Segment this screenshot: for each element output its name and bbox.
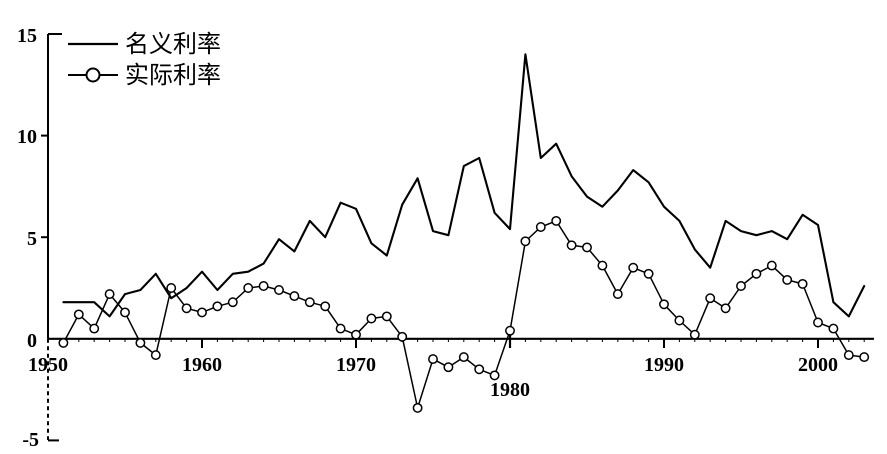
svg-text:10: 10 bbox=[17, 126, 37, 148]
svg-text:名义利率: 名义利率 bbox=[125, 31, 221, 58]
svg-text:1990: 1990 bbox=[644, 354, 684, 376]
svg-text:1980: 1980 bbox=[490, 379, 530, 401]
svg-text:0: 0 bbox=[27, 330, 37, 352]
svg-text:实际利率: 实际利率 bbox=[125, 62, 221, 89]
svg-text:-5: -5 bbox=[22, 429, 39, 451]
svg-text:2000: 2000 bbox=[798, 354, 838, 376]
svg-text:1960: 1960 bbox=[182, 354, 222, 376]
svg-text:15: 15 bbox=[17, 25, 37, 47]
svg-text:1970: 1970 bbox=[336, 354, 376, 376]
svg-text:5: 5 bbox=[27, 228, 37, 250]
